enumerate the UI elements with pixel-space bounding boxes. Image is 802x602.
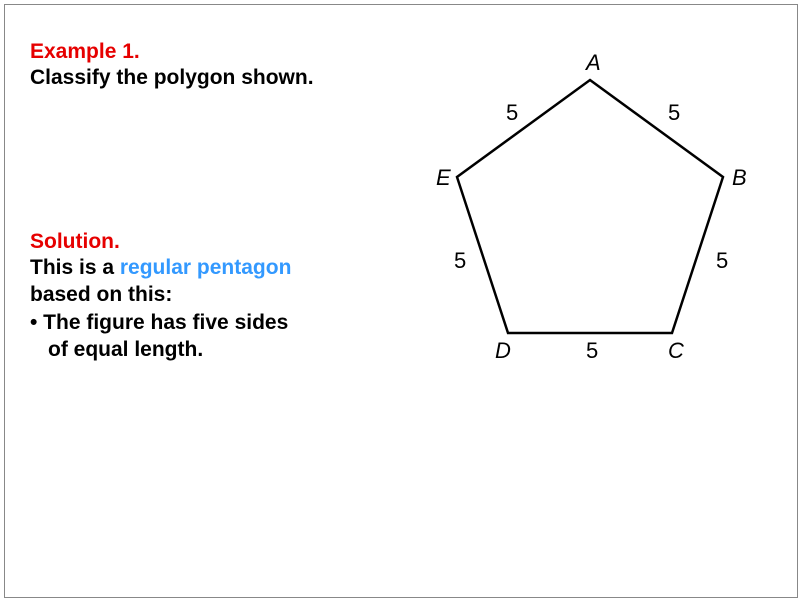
vertex-E: E xyxy=(436,165,451,190)
solution-bullet2: of equal length. xyxy=(48,336,410,363)
example-title: Example 1. xyxy=(30,40,410,64)
solution-title: Solution. xyxy=(30,230,410,254)
solution-line2: based on this: xyxy=(30,281,410,308)
side-labels: 5 5 5 5 5 xyxy=(454,100,728,363)
side-label-4: 5 xyxy=(506,100,518,125)
vertex-C: C xyxy=(668,338,684,363)
example-prompt: Classify the polygon shown. xyxy=(30,66,410,90)
solution-prefix: This is a xyxy=(30,256,120,279)
side-label-1: 5 xyxy=(716,248,728,273)
side-label-3: 5 xyxy=(454,248,466,273)
text-content: Example 1. Classify the polygon shown. S… xyxy=(30,40,410,363)
solution-bullet1: • The figure has five sides xyxy=(30,309,410,336)
vertex-B: B xyxy=(732,165,747,190)
side-label-2: 5 xyxy=(586,338,598,363)
vertex-D: D xyxy=(495,338,511,363)
side-label-0: 5 xyxy=(668,100,680,125)
solution-block: Solution. This is a regular pentagon bas… xyxy=(30,230,410,363)
pentagon-shape xyxy=(457,80,723,333)
solution-highlight: regular pentagon xyxy=(120,256,292,279)
vertex-A: A xyxy=(584,50,601,75)
vertex-labels: A B C D E xyxy=(436,50,747,363)
solution-line1: This is a regular pentagon xyxy=(30,254,410,281)
pentagon-diagram: A B C D E 5 5 5 5 5 xyxy=(410,30,770,390)
